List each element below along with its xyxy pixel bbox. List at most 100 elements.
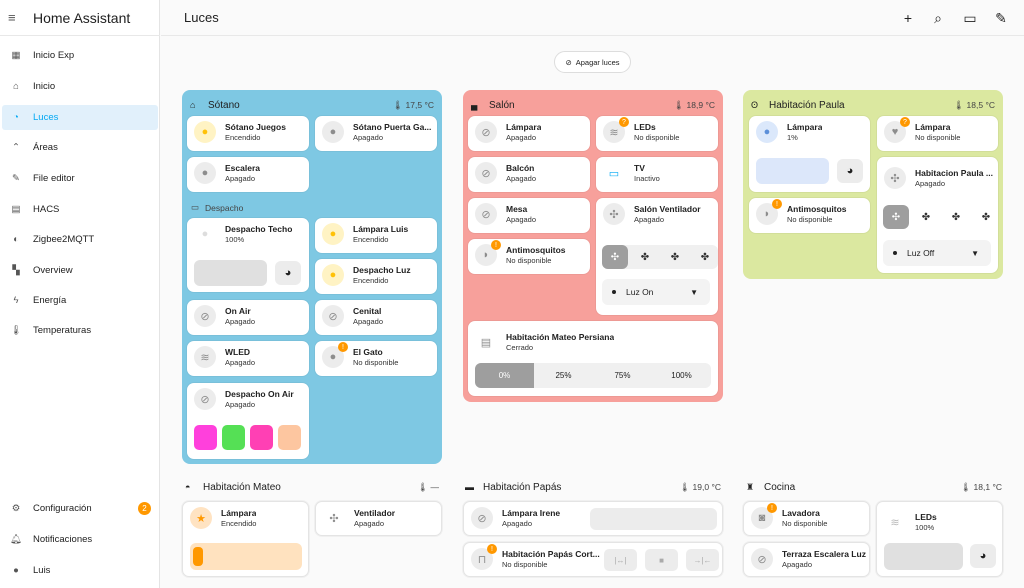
fan-icon[interactable]: ✣	[884, 167, 906, 189]
fan-light-select[interactable]: Luz Off ▼	[883, 240, 991, 266]
tile-lampara-irene[interactable]: ⊘ Lámpara Irene Apagado	[463, 501, 723, 536]
sidebar-item-file-editor[interactable]: ✎ File editor	[2, 166, 158, 191]
blinds-icon[interactable]: ▤	[475, 331, 497, 353]
close-icon[interactable]: →|←	[686, 549, 719, 571]
color-swatch[interactable]	[194, 425, 217, 450]
led-strip-icon[interactable]: ≋	[194, 346, 216, 368]
brightness-slider[interactable]	[194, 260, 267, 286]
plug-icon[interactable]: ◗!	[475, 240, 501, 266]
tile-paula-lampara[interactable]: ● Lámpara 1% ◕	[749, 116, 870, 192]
lightbulb-icon[interactable]: ●	[322, 264, 344, 286]
tile-paula-lampara-2[interactable]: ♥? Lámpara No disponible	[877, 116, 998, 151]
brightness-slider[interactable]	[884, 543, 963, 570]
tile-terraza-escalera[interactable]: ⊘ Terraza Escalera Luz Apagado	[743, 542, 870, 577]
sidebar-item-luces[interactable]: ◔ Luces	[2, 105, 158, 130]
lightbulb-off-icon[interactable]: ⊘	[194, 305, 216, 327]
star-lamp-icon[interactable]: ★	[190, 507, 212, 529]
tile-lavadora[interactable]: ◙! Lavadora No disponible	[743, 501, 870, 536]
tile-wled[interactable]: ≋ WLED Apagado	[187, 341, 309, 376]
sidebar-item-temperaturas[interactable]: 🌡︎ Temperaturas	[2, 318, 158, 343]
fan-speed-2-icon[interactable]: ✤	[951, 211, 961, 223]
brightness-slider[interactable]	[756, 158, 829, 184]
apagar-luces-button[interactable]: ⊘ Apagar luces	[554, 51, 631, 73]
fan-speed-2-icon[interactable]: ✤	[670, 251, 680, 263]
tile-despacho-on-air[interactable]: ⊘ Despacho On Air Apagado	[187, 383, 309, 459]
led-strip-icon[interactable]: ≋?	[603, 117, 629, 143]
lightbulb-off-icon[interactable]: ⊘	[471, 507, 493, 529]
color-swatch[interactable]	[222, 425, 245, 450]
tile-cocina-leds[interactable]: ≋ LEDs 100% ◕	[876, 501, 1003, 577]
fan-speed-3-icon[interactable]: ✤	[700, 251, 710, 263]
tile-on-air[interactable]: ⊘ On Air Apagado	[187, 300, 309, 335]
fan-off-icon[interactable]: ✣	[602, 245, 628, 269]
palette-icon[interactable]: ◕	[275, 261, 301, 285]
slider-knob[interactable]	[193, 547, 203, 566]
cast-icon[interactable]: ▭	[603, 162, 625, 184]
tile-mateo-ventilador[interactable]: ✣ Ventilador Apagado	[315, 501, 442, 536]
fan-speed-3-icon[interactable]: ✤	[981, 211, 991, 223]
lightbulb-off-icon[interactable]: ⊘	[322, 305, 344, 327]
lightbulb-icon[interactable]: ●	[194, 223, 216, 245]
tile-despacho-luz[interactable]: ● Despacho Luz Encendido	[315, 259, 437, 294]
tile-paula-antimosquitos[interactable]: ◗! Antimosquitos No disponible	[749, 198, 870, 233]
tile-tv[interactable]: ▭ TV Inactivo	[596, 157, 718, 192]
sidebar-item-configuracion[interactable]: ⚙ Configuración 2	[2, 496, 158, 521]
pencil-icon[interactable]: ✎	[995, 9, 1007, 26]
fan-light-select[interactable]: Luz On ▼	[602, 279, 710, 305]
tile-cenital[interactable]: ⊘ Cenital Apagado	[315, 300, 437, 335]
lightbulb-icon[interactable]: ●!	[322, 342, 348, 368]
position-100-button[interactable]: 100%	[671, 371, 692, 380]
tile-papas-cortina[interactable]: ⊓! Habitación Papás Cort... No disponible |…	[463, 542, 723, 577]
palette-icon[interactable]: ◕	[970, 544, 996, 568]
position-0-button[interactable]: 0%	[475, 363, 534, 388]
tile-el-gato[interactable]: ●! El Gato No disponible	[315, 341, 437, 376]
fan-speed-1-icon[interactable]: ✤	[640, 251, 650, 263]
sidebar-item-inicio-exp[interactable]: ▦ Inicio Exp	[2, 43, 158, 68]
search-icon[interactable]: ⌕	[934, 9, 942, 26]
fan-icon[interactable]: ✣	[323, 507, 345, 529]
chat-icon[interactable]: ▭	[963, 9, 977, 26]
open-icon[interactable]: |↔|	[604, 549, 637, 571]
menu-collapse-icon[interactable]: ≡	[8, 10, 16, 25]
lightbulb-icon[interactable]: ●	[194, 121, 216, 143]
color-swatch[interactable]	[250, 425, 273, 450]
tile-persiana[interactable]: ▤ Habitación Mateo Persiana Cerrado 0% 25% 7…	[468, 321, 718, 396]
tile-salon-antimosquitos[interactable]: ◗! Antimosquitos No disponible	[468, 239, 590, 274]
tile-despacho-techo[interactable]: ● Despacho Techo 100% ◕	[187, 218, 309, 292]
sidebar-item-inicio[interactable]: ⌂ Inicio	[2, 74, 158, 99]
sidebar-item-notificaciones[interactable]: 🔔︎ Notificaciones	[2, 527, 158, 552]
fan-off-icon[interactable]: ✣	[883, 205, 909, 229]
tile-lampara-luis[interactable]: ● Lámpara Luis Encendido	[315, 218, 437, 253]
sidebar-item-hacs[interactable]: ▤ HACS	[2, 197, 158, 222]
lightbulb-icon[interactable]: ●	[756, 121, 778, 143]
sidebar-item-overview[interactable]: ▚ Overview	[2, 258, 158, 283]
tile-salon-ventilador[interactable]: ✣ Salón Ventilador Apagado ✣ ✤ ✤ ✤ Luz On ▼	[596, 198, 718, 315]
stop-icon[interactable]: ■	[645, 549, 678, 571]
tile-salon-leds[interactable]: ≋? LEDs No disponible	[596, 116, 718, 151]
tile-sotano-juegos[interactable]: ● Sótano Juegos Encendido	[187, 116, 309, 151]
heart-lamp-icon[interactable]: ♥?	[884, 117, 910, 143]
brightness-slider[interactable]	[190, 543, 302, 570]
sidebar-item-areas[interactable]: ⌃ Áreas	[2, 135, 158, 160]
sidebar-item-user[interactable]: ● Luis	[2, 558, 158, 583]
led-strip-icon[interactable]: ≋	[884, 511, 906, 533]
fan-icon[interactable]: ✣	[603, 203, 625, 225]
brightness-slider[interactable]	[590, 508, 717, 530]
sidebar-item-zigbee2mqtt[interactable]: ◐ Zigbee2MQTT	[2, 227, 158, 252]
sidebar-item-energia[interactable]: ϟ Energía	[2, 288, 158, 313]
tile-sotano-puerta[interactable]: ● Sótano Puerta Ga... Apagado	[315, 116, 437, 151]
lightbulb-off-icon[interactable]: ⊘	[475, 121, 497, 143]
washing-machine-icon[interactable]: ◙!	[751, 503, 777, 529]
palette-icon[interactable]: ◕	[837, 159, 863, 183]
tile-salon-lampara[interactable]: ⊘ Lámpara Apagado	[468, 116, 590, 151]
lightbulb-icon[interactable]: ●	[322, 121, 344, 143]
lightbulb-icon[interactable]: ●	[194, 162, 216, 184]
tile-balcon[interactable]: ⊘ Balcón Apagado	[468, 157, 590, 192]
fan-speed-1-icon[interactable]: ✤	[921, 211, 931, 223]
tile-paula-ventilador[interactable]: ✣ Habitacion Paula ... Apagado ✣ ✤ ✤ ✤ Luz Of…	[877, 157, 998, 273]
color-swatch[interactable]	[278, 425, 301, 450]
tile-mateo-lampara[interactable]: ★ Lámpara Encendido	[182, 501, 309, 577]
tile-escalera[interactable]: ● Escalera Apagado	[187, 157, 309, 192]
plus-icon[interactable]: +	[903, 10, 913, 26]
lightbulb-off-icon[interactable]: ⊘	[475, 162, 497, 184]
